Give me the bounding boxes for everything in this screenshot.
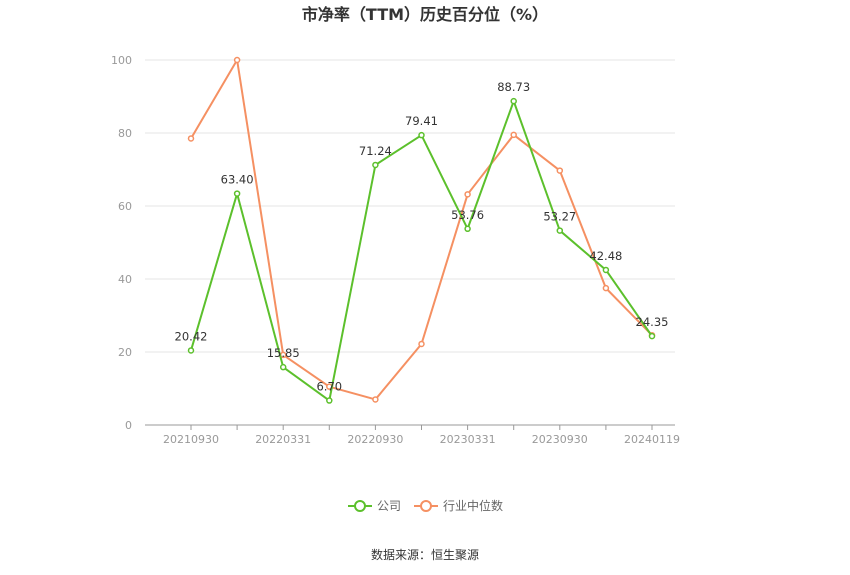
legend[interactable]: 公司 行业中位数 — [348, 498, 503, 513]
y-tick-label: 100 — [111, 54, 132, 67]
series-point-0 — [648, 332, 656, 340]
legend-marker — [420, 500, 432, 512]
legend-item-1[interactable]: 行业中位数 — [414, 498, 503, 513]
series-point-1 — [372, 396, 379, 403]
data-label: 88.73 — [497, 80, 530, 94]
x-axis: 20210930 20220331 20220930 20230331 20230930… — [145, 424, 680, 446]
series-line-0 — [190, 100, 653, 402]
legend-marker — [354, 500, 366, 512]
series-point-0 — [326, 397, 333, 404]
y-tick-label: 60 — [118, 200, 132, 213]
legend-label: 公司 — [377, 499, 401, 513]
x-tick-label: 20230930 — [532, 433, 588, 446]
series-point-1 — [464, 191, 471, 198]
y-tick-label: 80 — [118, 127, 132, 140]
x-tick-label: 20210930 — [163, 433, 219, 446]
series-layer — [187, 56, 656, 404]
data-label: 20.42 — [175, 329, 208, 343]
source-note: 数据来源：恒生聚源 — [371, 547, 479, 562]
legend-item-0[interactable]: 公司 — [348, 499, 401, 513]
series-point-1 — [556, 167, 564, 174]
series-point-0 — [418, 131, 425, 139]
series-point-0 — [279, 363, 287, 371]
series-line-1 — [190, 59, 653, 401]
data-label: 79.41 — [405, 114, 438, 128]
y-tick-label: 40 — [118, 273, 132, 286]
y-tick-label: 20 — [118, 346, 132, 359]
y-tick-label: 0 — [125, 419, 132, 432]
series-point-0 — [372, 161, 379, 169]
data-label: 53.27 — [543, 210, 576, 224]
legend-label: 行业中位数 — [443, 498, 503, 513]
data-label: 53.76 — [451, 208, 484, 222]
series-point-0 — [464, 225, 471, 233]
data-label: 24.35 — [636, 315, 669, 329]
data-label: 42.48 — [589, 249, 622, 263]
series-point-0 — [510, 97, 517, 105]
series-point-1 — [418, 340, 425, 348]
data-label: 6.70 — [316, 380, 342, 394]
x-tick-label: 20230331 — [440, 433, 496, 446]
series-point-0 — [187, 347, 195, 354]
series-point-0 — [602, 266, 610, 274]
series-point-1 — [602, 284, 610, 292]
x-tick-label: 20220331 — [255, 433, 311, 446]
chart-title: 市净率（TTM）历史百分位（%） — [302, 5, 548, 24]
series-point-0 — [233, 190, 241, 197]
x-tick-label: 20240119 — [624, 433, 680, 446]
data-label: 63.40 — [221, 173, 254, 187]
y-axis: 0 20 40 60 80 100 — [111, 54, 132, 432]
series-point-1 — [510, 131, 517, 139]
data-label-layer: 20.42 63.40 15.85 6.70 71.24 79.41 53.76 88.73 5… — [175, 80, 669, 393]
x-tick-label: 20220930 — [347, 433, 403, 446]
data-label: 15.85 — [267, 346, 300, 360]
series-point-1 — [187, 135, 195, 142]
series-point-1 — [233, 56, 241, 64]
grid-layer — [145, 59, 675, 353]
data-label: 71.24 — [359, 144, 392, 158]
series-point-0 — [556, 227, 564, 234]
